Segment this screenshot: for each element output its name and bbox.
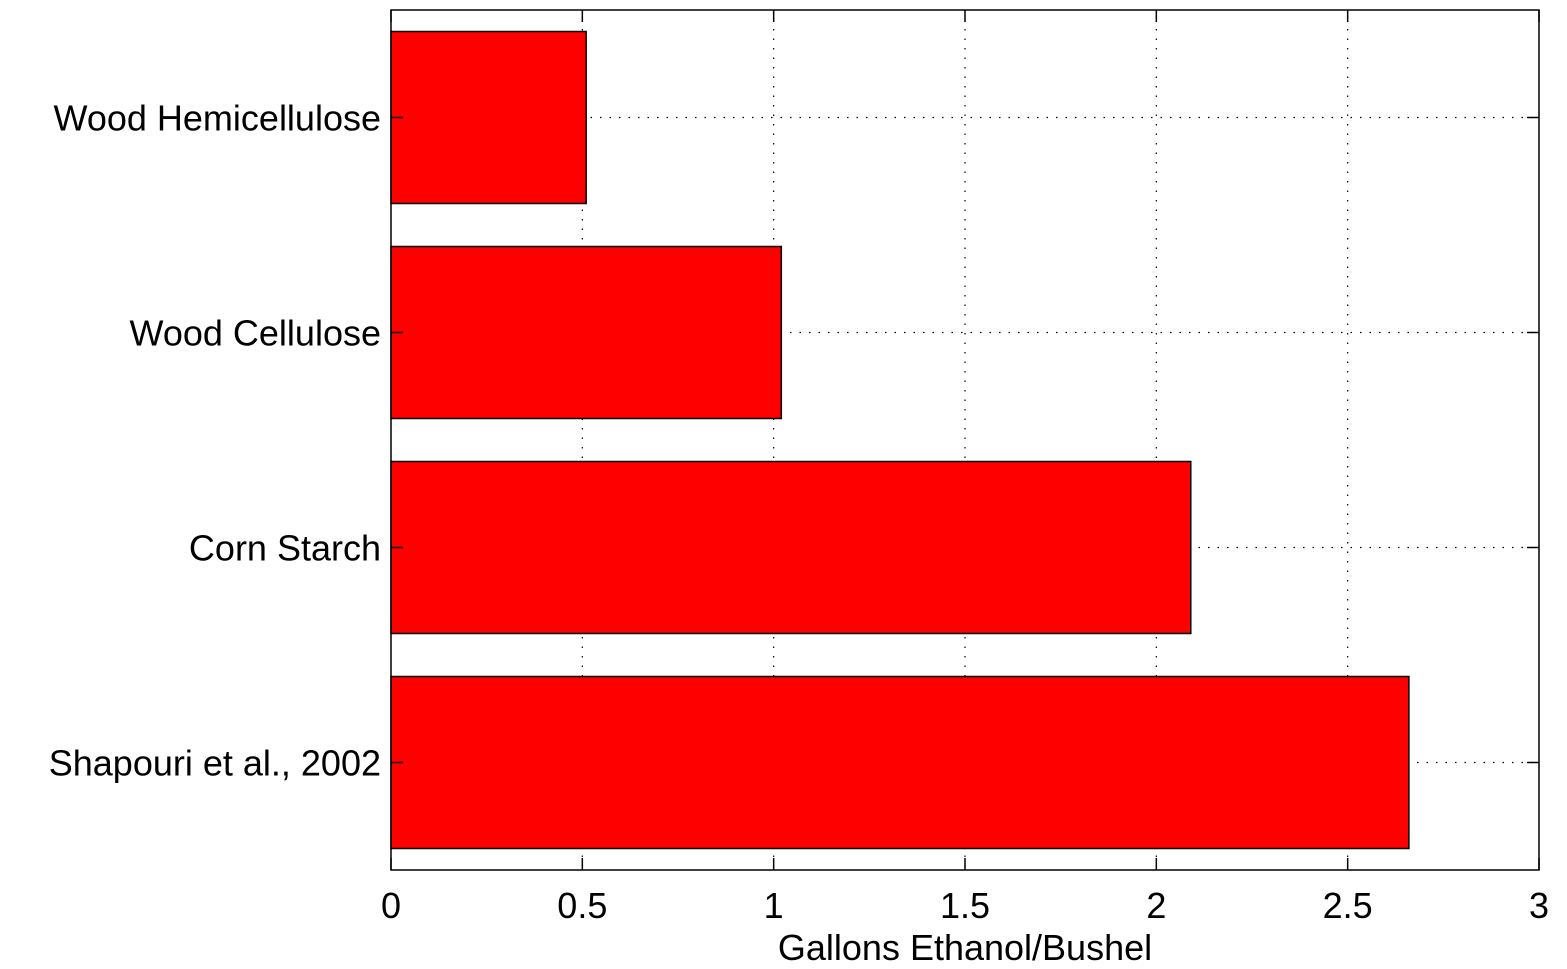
x-tick-label: 2 — [1146, 885, 1166, 926]
x-tick-label: 1.5 — [940, 885, 990, 926]
x-tick-label: 0 — [381, 885, 401, 926]
x-tick-label: 3 — [1529, 885, 1549, 926]
bar — [390, 460, 1192, 635]
category-labels: Wood Hemicellulose Wood Cellulose Corn Sta… — [49, 98, 381, 784]
bars — [390, 30, 1410, 850]
x-tick-label: 1 — [764, 885, 784, 926]
bar — [390, 675, 1410, 850]
tick-marks — [390, 10, 1540, 870]
bar — [390, 30, 587, 205]
x-tick-label: 0.5 — [557, 885, 607, 926]
x-axis-label: Gallons Ethanol/Bushel — [778, 927, 1152, 968]
x-tick-labels: 0 0.5 1 1.5 2 2.5 3 — [381, 885, 1549, 926]
category-label: Wood Hemicellulose — [54, 98, 381, 139]
category-label: Wood Cellulose — [130, 313, 381, 354]
bar — [390, 245, 783, 420]
category-label: Shapouri et al., 2002 — [49, 743, 381, 784]
category-label: Corn Starch — [189, 528, 381, 569]
x-tick-label: 2.5 — [1323, 885, 1373, 926]
